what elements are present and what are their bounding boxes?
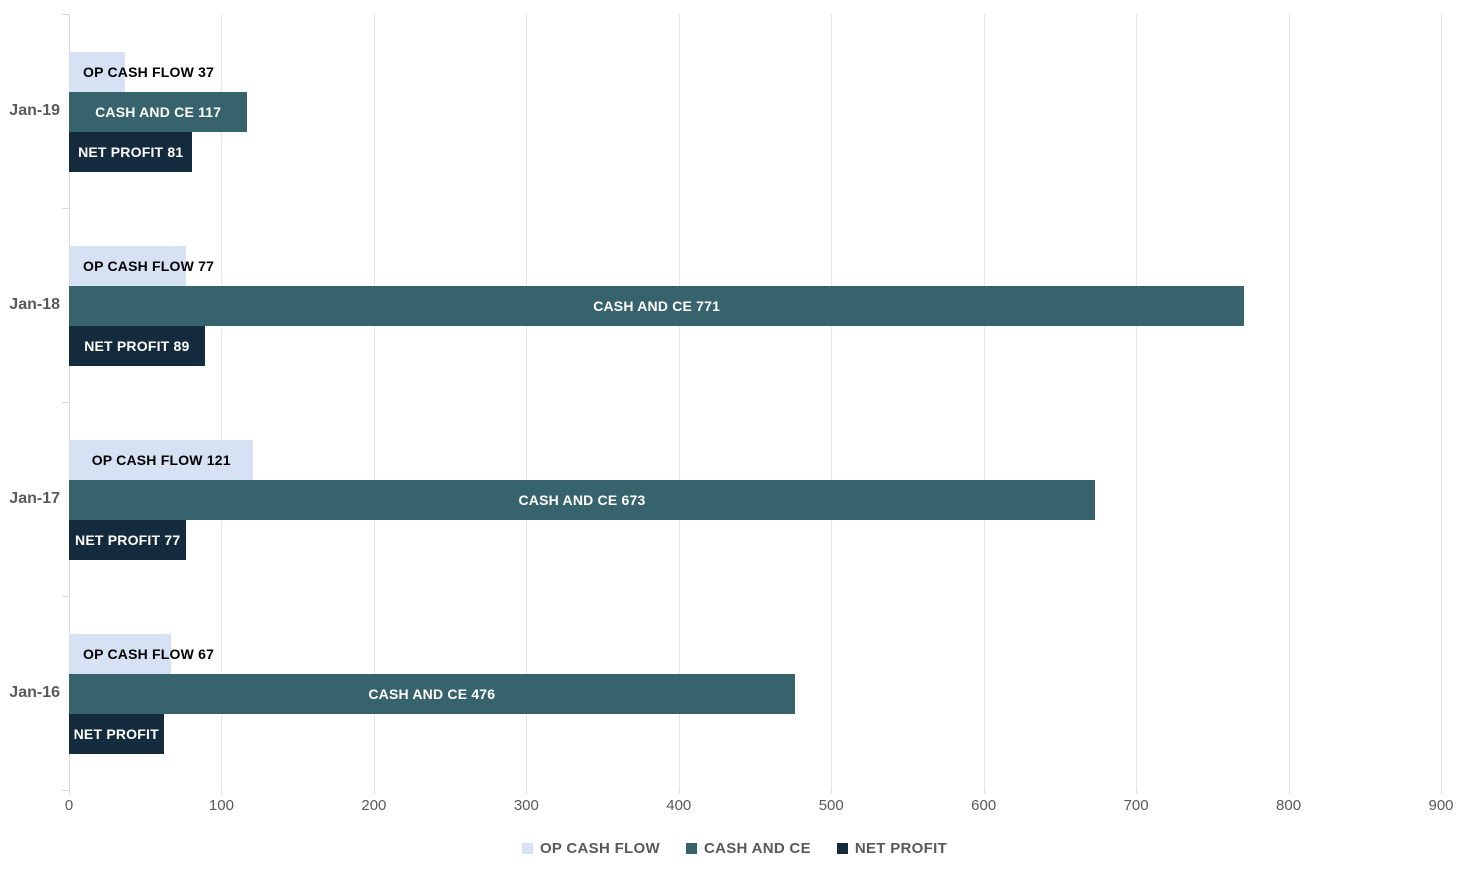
- category-axis-tick: [62, 208, 69, 209]
- x-tick-label: 200: [361, 797, 387, 814]
- x-tick-label: 700: [1123, 797, 1149, 814]
- bar-data-label: CASH AND CE 476: [368, 686, 496, 702]
- legend-label: NET PROFIT: [854, 840, 948, 857]
- gridline: [221, 14, 223, 790]
- x-tick-label: 800: [1276, 797, 1302, 814]
- legend-label: CASH AND CE: [703, 840, 811, 857]
- bar-data-label: OP CASH FLOW 121: [91, 452, 231, 468]
- legend-item-op-cash-flow[interactable]: OP CASH FLOW: [521, 840, 660, 857]
- bar-jan-18-cash-and-ce[interactable]: CASH AND CE 771: [69, 286, 1245, 326]
- legend-swatch-op-cash-flow: [521, 843, 533, 854]
- axis-tick: [1136, 790, 1138, 794]
- x-tick-label: 0: [64, 797, 74, 814]
- x-tick-label: 500: [818, 797, 844, 814]
- bar-data-label: OP CASH FLOW 77: [83, 258, 215, 274]
- gridline: [831, 14, 833, 790]
- category-axis-tick: [62, 596, 69, 597]
- x-tick-label: 600: [971, 797, 997, 814]
- bar-jan-16-cash-and-ce[interactable]: CASH AND CE 476: [69, 674, 795, 714]
- legend-swatch-cash-and-ce: [685, 843, 697, 854]
- bar-data-label: NET PROFIT 89: [84, 338, 190, 354]
- x-tick-label: 400: [666, 797, 692, 814]
- axis-tick: [831, 790, 833, 794]
- x-tick-label: 300: [513, 797, 539, 814]
- category-label-jan-18: Jan-18: [9, 296, 60, 313]
- axis-tick: [678, 790, 680, 794]
- gridline: [1136, 14, 1138, 790]
- legend-item-cash-and-ce[interactable]: CASH AND CE: [685, 840, 811, 857]
- bar-jan-19-cash-and-ce[interactable]: CASH AND CE 117: [69, 92, 248, 132]
- bar-jan-18-net-profit[interactable]: NET PROFIT 89: [69, 326, 205, 366]
- gridline: [983, 14, 985, 790]
- category-axis-tick: [62, 402, 69, 403]
- bar-jan-17-cash-and-ce[interactable]: CASH AND CE 673: [69, 480, 1095, 520]
- axis-tick: [69, 790, 70, 794]
- legend-swatch-net-profit: [836, 843, 848, 854]
- bar-data-label: NET PROFIT 81: [78, 144, 184, 160]
- gridline: [1441, 14, 1442, 790]
- gridline: [526, 14, 528, 790]
- value-axis-line: [69, 14, 70, 790]
- legend-item-net-profit[interactable]: NET PROFIT: [836, 840, 948, 857]
- category-label-jan-17: Jan-17: [9, 490, 60, 507]
- bar-data-label: OP CASH FLOW 37: [83, 64, 215, 80]
- bar-jan-19-op-cash-flow[interactable]: OP CASH FLOW 37: [69, 52, 214, 92]
- bar-jan-16-net-profit[interactable]: NET PROFIT: [69, 714, 164, 754]
- x-tick-label: 900: [1428, 797, 1454, 814]
- axis-tick: [983, 790, 985, 794]
- gridline: [373, 14, 375, 790]
- bar-jan-18-op-cash-flow[interactable]: OP CASH FLOW 77: [69, 246, 214, 286]
- bar-data-label: NET PROFIT 77: [75, 532, 181, 548]
- axis-tick: [1441, 790, 1442, 794]
- bar-data-label: NET PROFIT: [73, 726, 159, 742]
- bar-jan-19-net-profit[interactable]: NET PROFIT 81: [69, 132, 193, 172]
- category-axis-tick: [62, 790, 69, 791]
- axis-tick: [373, 790, 375, 794]
- bar-jan-17-net-profit[interactable]: NET PROFIT 77: [69, 520, 187, 560]
- axis-tick: [526, 790, 528, 794]
- bar-jan-16-op-cash-flow[interactable]: OP CASH FLOW 67: [69, 634, 214, 674]
- category-label-jan-19: Jan-19: [9, 102, 60, 119]
- legend: OP CASH FLOW CASH AND CE NET PROFIT: [0, 841, 1469, 856]
- axis-tick: [221, 790, 223, 794]
- legend-label: OP CASH FLOW: [539, 840, 660, 857]
- axis-tick: [1288, 790, 1290, 794]
- bar-data-label: OP CASH FLOW 67: [83, 646, 215, 662]
- bar-data-label: CASH AND CE 771: [593, 298, 721, 314]
- category-axis-tick: [62, 14, 69, 15]
- gridline: [678, 14, 680, 790]
- category-label-jan-16: Jan-16: [9, 684, 60, 701]
- gridline: [1288, 14, 1290, 790]
- bar-data-label: CASH AND CE 117: [95, 104, 222, 120]
- bar-data-label: CASH AND CE 673: [518, 492, 646, 508]
- x-tick-label: 100: [208, 797, 234, 814]
- bar-jan-17-op-cash-flow[interactable]: OP CASH FLOW 121: [69, 440, 254, 480]
